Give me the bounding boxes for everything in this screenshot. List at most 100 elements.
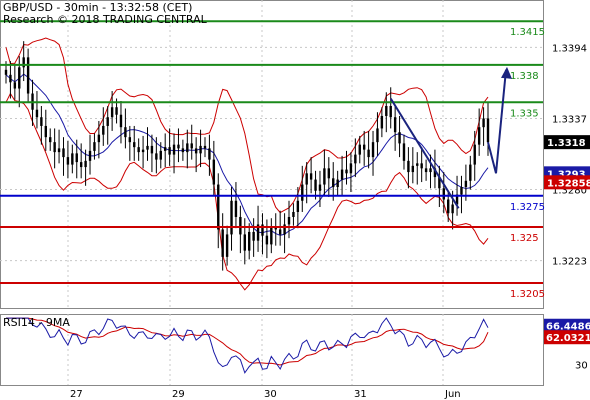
candle-body xyxy=(208,148,211,160)
candle-body xyxy=(168,147,171,155)
candle-body xyxy=(323,168,326,185)
price-tag-label: 1.3293 xyxy=(547,169,586,180)
candle-body xyxy=(13,82,17,89)
candle-body xyxy=(464,180,468,188)
candle-body xyxy=(97,134,101,143)
candle-body xyxy=(424,168,428,173)
candle-body xyxy=(75,153,78,163)
projection-arrowhead xyxy=(501,66,512,79)
candle-body xyxy=(102,125,105,135)
projection-arrow xyxy=(487,69,507,174)
candle-body xyxy=(212,159,216,185)
candle-body xyxy=(62,148,65,158)
price-pane-frame xyxy=(0,0,544,309)
candle-body xyxy=(159,150,162,160)
candle-body xyxy=(349,163,353,174)
candle-body xyxy=(115,107,118,115)
candle-body xyxy=(469,164,472,181)
candle-body xyxy=(203,145,207,149)
rsi-pane-frame xyxy=(0,314,544,386)
candle-body xyxy=(393,117,397,133)
candle-body xyxy=(128,137,132,143)
candle-body xyxy=(57,148,61,153)
rsi-tag-label: 62.0321 xyxy=(546,333,590,344)
chart-title: GBP/USD - 30min - 13:32:58 (CET) xyxy=(3,1,193,14)
candle-body xyxy=(318,184,322,191)
candle-body xyxy=(486,118,490,143)
level-label: 1.338 xyxy=(510,71,539,82)
candle-body xyxy=(473,144,476,165)
candle-body xyxy=(137,147,140,153)
candle-body xyxy=(199,145,202,154)
candle-body xyxy=(88,150,92,161)
price-tag-label: 1.32858 xyxy=(547,178,590,189)
candle-body xyxy=(402,143,406,161)
candle-body xyxy=(438,177,441,189)
candle-body xyxy=(327,168,331,179)
candle-body xyxy=(66,157,70,165)
rsi-tick-label: 30 xyxy=(575,361,588,372)
candle-body xyxy=(243,234,246,251)
candle-body xyxy=(292,211,295,217)
candle-body xyxy=(9,74,12,83)
candle-body xyxy=(340,169,344,180)
candle-body xyxy=(256,224,260,241)
candle-body xyxy=(332,178,335,188)
rsi-tag xyxy=(544,318,590,333)
candle-body xyxy=(221,229,224,257)
candle-body xyxy=(190,143,193,149)
candle-body xyxy=(124,127,127,138)
candle-body xyxy=(283,224,286,235)
bollinger-lower-line xyxy=(5,92,489,291)
candle-body xyxy=(155,153,158,160)
candle-body xyxy=(274,226,277,230)
level-label: 1.3205 xyxy=(510,289,545,300)
candle-body xyxy=(172,144,176,155)
candle-body xyxy=(358,144,361,155)
price-tag xyxy=(544,135,590,150)
candle-body xyxy=(314,179,317,191)
candle-body xyxy=(301,184,304,201)
candle-body xyxy=(248,231,251,251)
candle-body xyxy=(141,149,145,153)
candle-body xyxy=(4,69,8,75)
moving-average-line xyxy=(5,73,489,236)
candle-body xyxy=(93,142,96,151)
candle-body xyxy=(261,224,264,236)
candle-body xyxy=(442,188,445,200)
y-tick-label: 1.3394 xyxy=(552,43,587,54)
candle-body xyxy=(407,160,410,173)
candle-body xyxy=(18,67,21,89)
candle-body xyxy=(270,226,273,245)
candle-body xyxy=(177,144,180,149)
candle-body xyxy=(380,115,384,129)
candle-body xyxy=(362,144,366,150)
candle-body xyxy=(225,234,229,257)
candle-body xyxy=(234,200,238,217)
candle-body xyxy=(367,149,370,158)
rsi-label: RSI14 - 9MA xyxy=(3,316,70,329)
candle-body xyxy=(186,143,189,153)
x-tick-label: 30 xyxy=(264,389,277,400)
candle-body xyxy=(305,173,308,185)
candle-body xyxy=(278,229,282,235)
candle-body xyxy=(309,173,313,180)
candle-body xyxy=(433,168,437,178)
candle-body xyxy=(150,145,154,154)
rsi-line xyxy=(6,317,489,374)
candle-body xyxy=(110,107,114,118)
y-tick-label: 1.3337 xyxy=(552,114,587,125)
candle-body xyxy=(389,105,392,118)
chart-copyright: Research © 2018 TRADING CENTRAL xyxy=(3,13,207,26)
candle-body xyxy=(336,179,339,188)
candle-body xyxy=(447,199,450,214)
candle-body xyxy=(79,162,83,168)
price-tag-label: 1.3318 xyxy=(547,138,586,149)
candle-body xyxy=(35,109,39,118)
candle-body xyxy=(411,165,415,173)
candle-body xyxy=(22,57,25,68)
x-tick-label: 31 xyxy=(354,389,367,400)
candle-body xyxy=(230,200,233,235)
